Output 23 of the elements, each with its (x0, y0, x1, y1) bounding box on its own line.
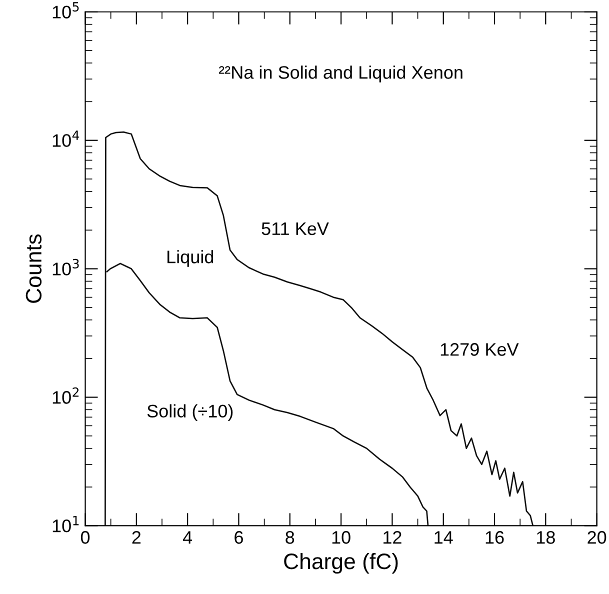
x-axis-title: Charge (fC) (284, 552, 398, 574)
x-tick-label: 14 (434, 531, 453, 544)
y-tick-label: 10$^{3}$ (52, 258, 79, 276)
x-tick-label: 4 (182, 531, 192, 544)
y-axis-title: Counts (26, 234, 42, 303)
y-tick-label: 10$^{4}$ (52, 130, 80, 147)
x-tick-label: 16 (486, 531, 504, 544)
series-label: Liquid (168, 250, 214, 267)
x-tick-label: 8 (286, 531, 294, 544)
x-tick-label: 18 (537, 531, 555, 544)
series-label: Solid (÷10) (147, 404, 233, 422)
x-tick-label: 12 (384, 531, 402, 544)
y-tick-label: 10$^{5}$ (52, 2, 79, 18)
x-tick-label: 10 (332, 531, 350, 544)
x-tick-label: 2 (132, 531, 141, 544)
x-tick-label: 20 (588, 531, 606, 544)
text: ²²Na in Solid and Liquid Xenon (218, 66, 462, 82)
y-tick-label: 10$^{2}$ (52, 387, 79, 404)
x-tick-label: 0 (80, 531, 90, 544)
annotation: 1279 KeV (440, 343, 519, 356)
x-tick-label: 6 (234, 531, 243, 544)
annotation: 511 KeV (262, 222, 329, 236)
y-tick-label: 10$^{1}$ (52, 516, 79, 532)
